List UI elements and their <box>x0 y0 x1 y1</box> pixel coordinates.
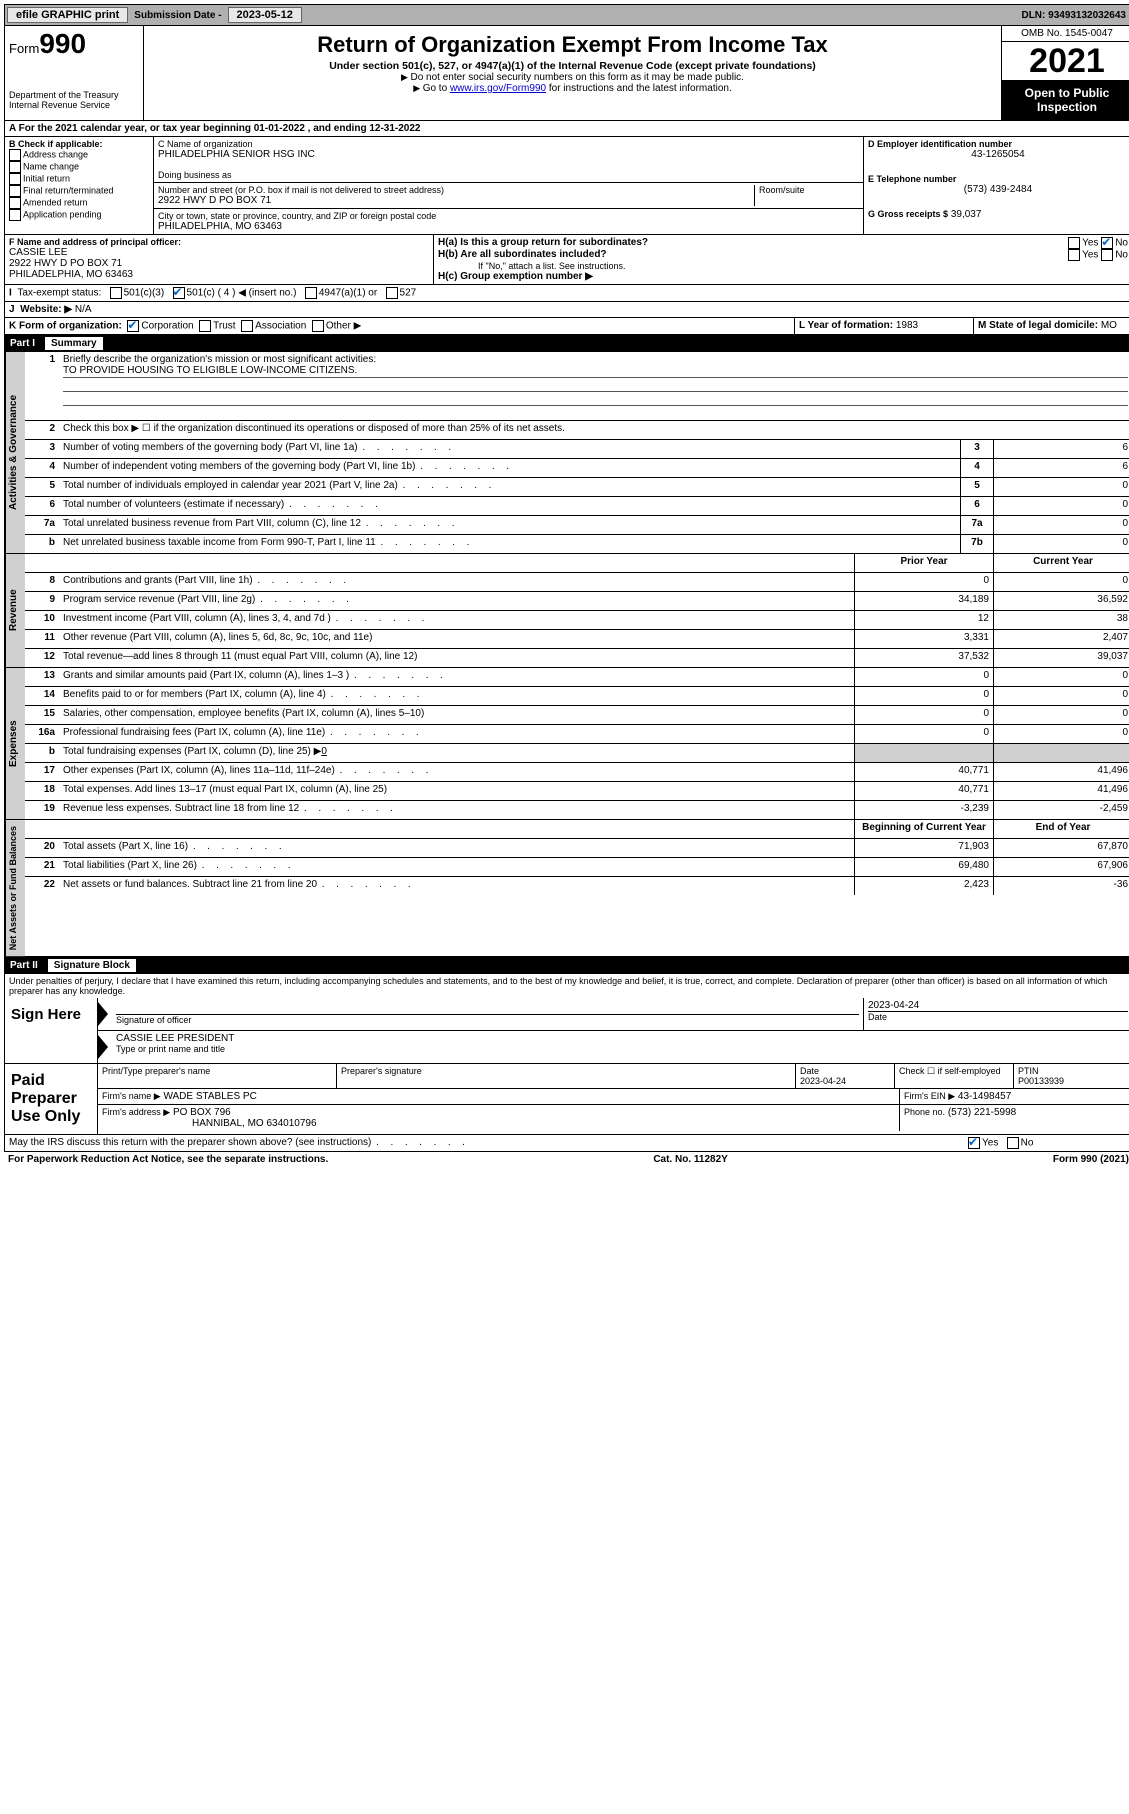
box-d-e-g: D Employer identification number 43-1265… <box>864 137 1129 234</box>
gross-receipts: 39,037 <box>951 209 982 220</box>
officer-sig-name: CASSIE LEE PRESIDENT <box>116 1033 1128 1044</box>
tax-year: 2021 <box>1002 42 1129 80</box>
initial-return-checkbox[interactable] <box>9 173 21 185</box>
hb-no-checkbox[interactable] <box>1101 249 1113 261</box>
ssn-note: Do not enter social security numbers on … <box>154 72 991 83</box>
form-subtitle: Under section 501(c), 527, or 4947(a)(1)… <box>154 60 991 72</box>
rev-label: Revenue <box>5 554 25 667</box>
form-number: Form990 <box>9 28 139 60</box>
form-title: Return of Organization Exempt From Incom… <box>154 32 991 58</box>
submission-date-button[interactable]: 2023-05-12 <box>228 7 302 23</box>
box-c-label: C Name of organization <box>158 139 859 149</box>
identity-block: B Check if applicable: Address change Na… <box>4 137 1129 235</box>
hb-yes-checkbox[interactable] <box>1068 249 1080 261</box>
part1-header: Part ISummary <box>4 335 1129 352</box>
org-street: 2922 HWY D PO BOX 71 <box>158 195 750 206</box>
name-change-checkbox[interactable] <box>9 161 21 173</box>
ha-yes-checkbox[interactable] <box>1068 237 1080 249</box>
final-return-checkbox[interactable] <box>9 185 21 197</box>
form-header: Form990 Department of the Treasury Inter… <box>4 26 1129 121</box>
other-checkbox[interactable] <box>312 320 324 332</box>
amended-return-checkbox[interactable] <box>9 197 21 209</box>
telephone: (573) 439-2484 <box>868 184 1128 195</box>
ein: 43-1265054 <box>868 149 1128 160</box>
corp-checkbox[interactable] <box>127 320 139 332</box>
dln-label: DLN: 93493132032643 <box>1021 10 1126 21</box>
address-change-checkbox[interactable] <box>9 149 21 161</box>
501c3-checkbox[interactable] <box>110 287 122 299</box>
perjury-text: Under penalties of perjury, I declare th… <box>4 974 1129 998</box>
org-name: PHILADELPHIA SENIOR HSG INC <box>158 149 859 160</box>
topbar: efile GRAPHIC print Submission Date - 20… <box>4 4 1129 26</box>
paid-preparer-block: Paid Preparer Use Only Print/Type prepar… <box>4 1064 1129 1135</box>
open-to-public: Open to Public Inspection <box>1002 80 1129 120</box>
arrow-icon <box>98 1002 108 1026</box>
4947-checkbox[interactable] <box>305 287 317 299</box>
may-discuss-row: May the IRS discuss this return with the… <box>4 1135 1129 1152</box>
discuss-no-checkbox[interactable] <box>1007 1137 1019 1149</box>
dept-label: Department of the Treasury <box>9 90 139 100</box>
website: N/A <box>75 304 92 315</box>
assoc-checkbox[interactable] <box>241 320 253 332</box>
trust-checkbox[interactable] <box>199 320 211 332</box>
sign-here-block: Sign Here Signature of officer 2023-04-2… <box>4 998 1129 1064</box>
submission-label: Submission Date - <box>134 10 221 21</box>
discuss-yes-checkbox[interactable] <box>968 1137 980 1149</box>
part2-header: Part IISignature Block <box>4 957 1129 974</box>
527-checkbox[interactable] <box>386 287 398 299</box>
arrow-icon <box>98 1035 108 1059</box>
omb-number: OMB No. 1545-0047 <box>1002 26 1129 42</box>
box-b: B Check if applicable: Address change Na… <box>5 137 154 234</box>
officer-name: CASSIE LEE <box>9 247 429 258</box>
mission-text: TO PROVIDE HOUSING TO ELIGIBLE LOW-INCOM… <box>63 365 1128 378</box>
501c-checkbox[interactable] <box>173 287 185 299</box>
ag-label: Activities & Governance <box>5 352 25 553</box>
page-footer: For Paperwork Reduction Act Notice, see … <box>4 1152 1129 1167</box>
irs-label: Internal Revenue Service <box>9 100 139 110</box>
goto-note: Go to www.irs.gov/Form990 for instructio… <box>154 83 991 94</box>
efile-print-button[interactable]: efile GRAPHIC print <box>7 7 128 23</box>
summary-table: Activities & Governance 1 Briefly descri… <box>4 352 1129 957</box>
form990-link[interactable]: www.irs.gov/Form990 <box>450 83 546 94</box>
period-row: A For the 2021 calendar year, or tax yea… <box>4 121 1129 137</box>
ha-no-checkbox[interactable] <box>1101 237 1113 249</box>
website-row: J Website: ▶ N/A <box>4 302 1129 318</box>
application-pending-checkbox[interactable] <box>9 209 21 221</box>
dba-label: Doing business as <box>158 170 859 180</box>
exp-label: Expenses <box>5 668 25 819</box>
tax-exempt-row: I Tax-exempt status: 501(c)(3) 501(c) ( … <box>4 285 1129 302</box>
klm-row: K Form of organization: Corporation Trus… <box>4 318 1129 335</box>
officer-block: F Name and address of principal officer:… <box>4 235 1129 285</box>
na-label: Net Assets or Fund Balances <box>5 820 25 956</box>
org-city: PHILADELPHIA, MO 63463 <box>158 221 859 232</box>
